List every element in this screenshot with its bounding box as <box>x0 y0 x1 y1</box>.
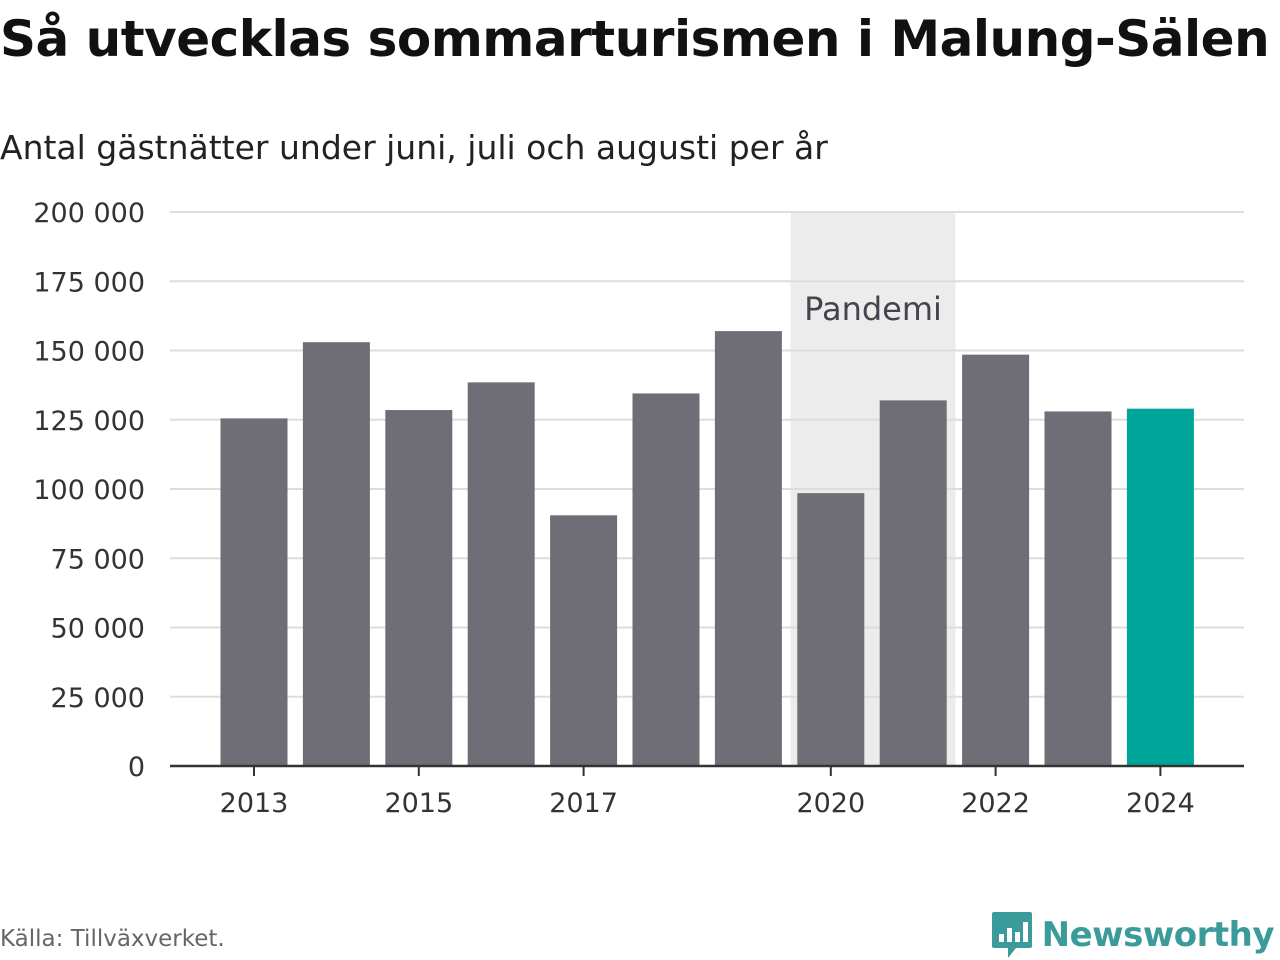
newsworthy-logo-icon <box>991 912 1032 958</box>
y-tick-label: 100 000 <box>33 475 145 506</box>
bar-2020 <box>797 493 865 766</box>
bar-2019 <box>714 331 782 766</box>
bar-2017 <box>550 515 618 766</box>
bar-2021 <box>879 400 947 766</box>
bar-2022 <box>962 354 1030 766</box>
x-tick-label: 2013 <box>220 788 289 819</box>
brand-name: Newsworthy <box>1041 915 1275 955</box>
x-tick-label: 2020 <box>796 788 865 819</box>
bar-2016 <box>467 382 535 766</box>
y-tick-label: 200 000 <box>33 198 145 229</box>
y-tick-label: 150 000 <box>33 337 145 368</box>
chart-subtitle: Antal gästnätter under juni, juli och au… <box>0 128 828 167</box>
pandemic-label: Pandemi <box>804 290 942 328</box>
x-tick-label: 2017 <box>549 788 618 819</box>
source-note: Källa: Tillväxverket. <box>0 926 225 952</box>
y-tick-label: 50 000 <box>51 614 145 645</box>
y-tick-label: 25 000 <box>51 683 145 714</box>
bar-2015 <box>385 410 453 766</box>
bar-2024 <box>1126 408 1194 766</box>
bar-2018 <box>632 393 700 766</box>
bar-2014 <box>302 342 370 766</box>
bar-2013 <box>220 418 288 766</box>
y-tick-label: 175 000 <box>33 267 145 298</box>
y-tick-label: 0 <box>128 752 145 783</box>
x-tick-label: 2015 <box>384 788 453 819</box>
brand-logo: Newsworthy <box>990 910 1275 960</box>
x-tick-label: 2024 <box>1126 788 1195 819</box>
bar-2023 <box>1044 411 1112 766</box>
y-tick-label: 125 000 <box>33 406 145 437</box>
chart-title: Så utvecklas sommarturismen i Malung-Säl… <box>0 10 1270 68</box>
y-tick-label: 75 000 <box>51 544 145 575</box>
x-tick-label: 2022 <box>961 788 1030 819</box>
